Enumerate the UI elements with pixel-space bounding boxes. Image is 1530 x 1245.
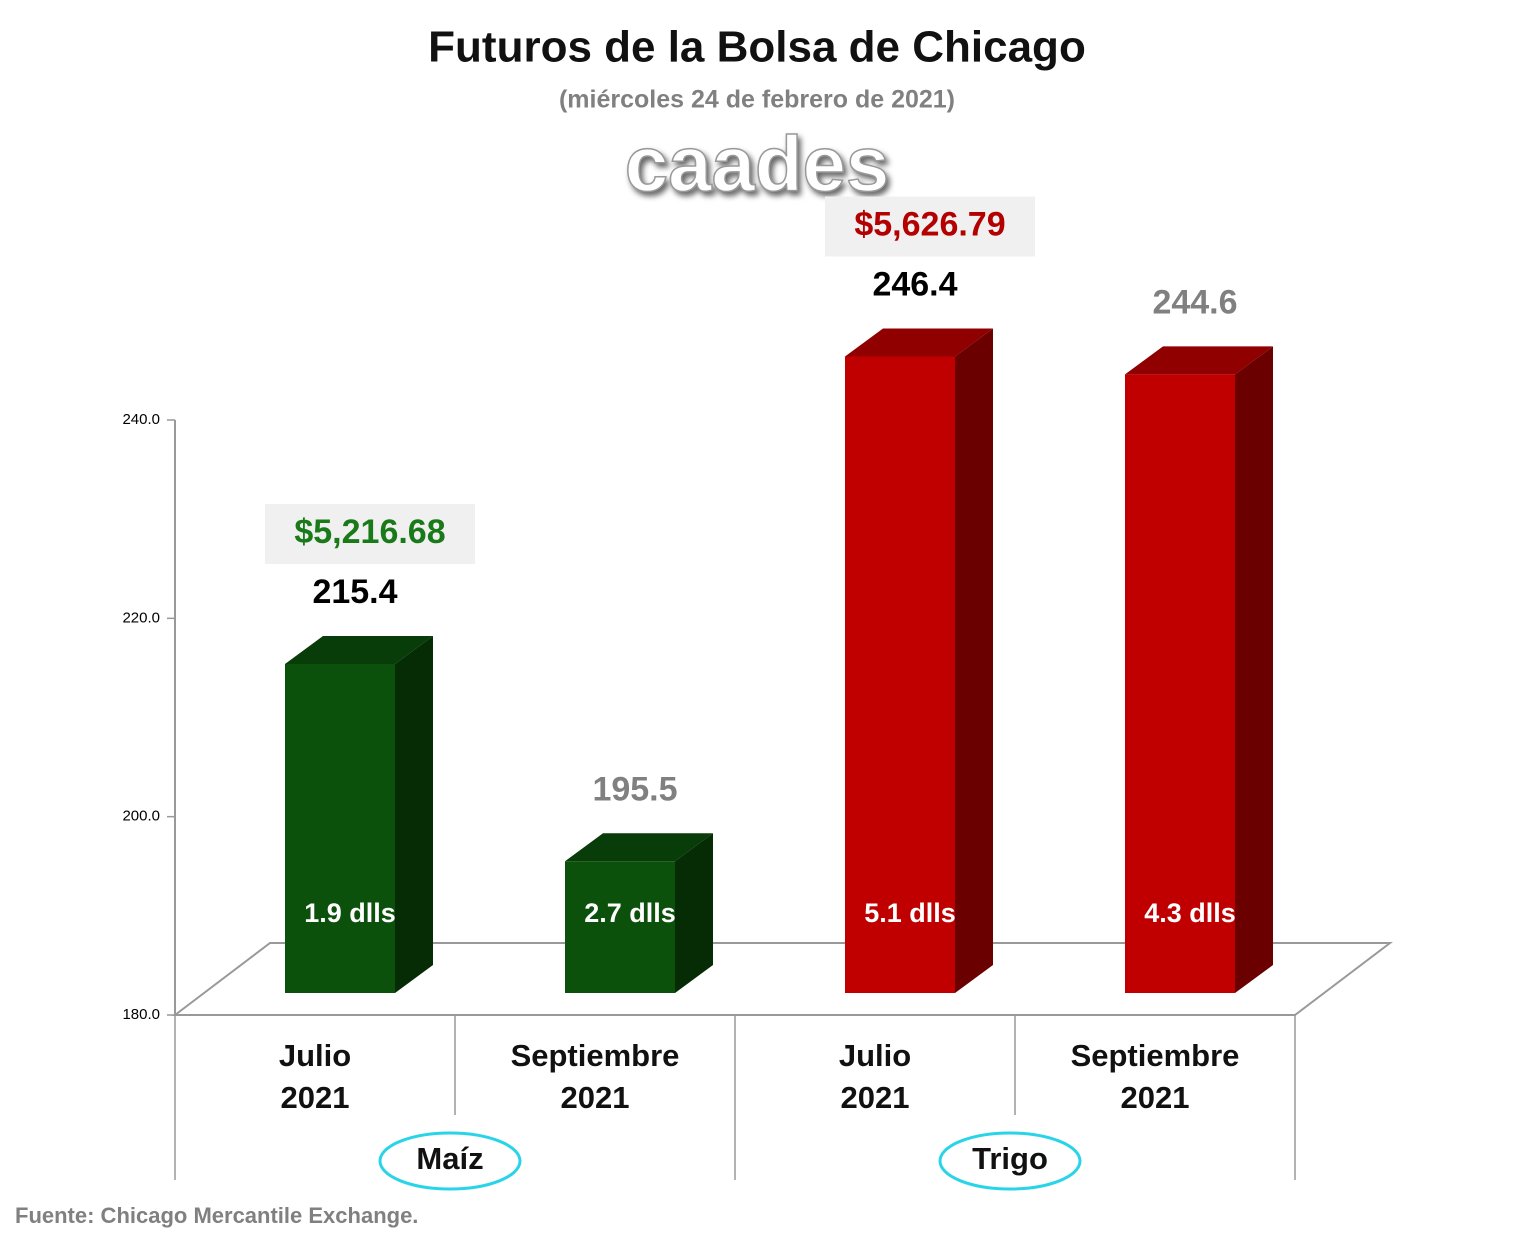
- bar-face: [955, 328, 993, 993]
- group-price: $5,626.79: [854, 206, 1005, 244]
- bar-face: [675, 833, 713, 993]
- bar-face: [565, 861, 675, 993]
- y-tick-label: 220.0: [122, 609, 160, 626]
- bar: [565, 833, 713, 993]
- bar-face: [845, 356, 955, 993]
- bar-face: [1235, 346, 1273, 994]
- watermark: caades: [625, 120, 890, 208]
- group-label: Trigo: [972, 1141, 1048, 1176]
- price-box: [825, 196, 1035, 257]
- value-label: 244.6: [1152, 283, 1237, 321]
- bar-face: [1125, 374, 1235, 994]
- x-tick-label: Julio 2021: [278, 1038, 352, 1115]
- value-label: 215.4: [312, 573, 397, 611]
- y-tick-label: 180.0: [122, 1006, 160, 1023]
- y-tick-label: 200.0: [122, 808, 160, 825]
- bar-face: [845, 328, 993, 357]
- bar: [845, 328, 993, 993]
- price-box: [265, 503, 475, 564]
- group-label: Maíz: [416, 1141, 483, 1176]
- bar-face: [395, 635, 433, 993]
- group-ellipse: [938, 1131, 1082, 1191]
- bar-face: [285, 663, 395, 993]
- bar-annotation: 4.3 dlls: [1144, 898, 1236, 928]
- x-tick-label: Septiembre 2021: [1070, 1038, 1240, 1115]
- bar: [285, 635, 433, 993]
- bar-annotation: 2.7 dlls: [584, 898, 676, 928]
- bar: [1125, 346, 1273, 994]
- bar-annotation: 5.1 dlls: [864, 898, 956, 928]
- bar-face: [285, 635, 433, 664]
- value-label: 246.4: [872, 266, 957, 304]
- x-tick-label: Julio 2021: [838, 1038, 912, 1115]
- bar-face: [1125, 346, 1273, 375]
- x-tick-label: Septiembre 2021: [510, 1038, 680, 1115]
- group-ellipse: [378, 1131, 522, 1191]
- chart-title: Futuros de la Bolsa de Chicago: [428, 23, 1086, 72]
- value-label: 195.5: [592, 770, 677, 808]
- bar-annotation: 1.9 dlls: [304, 898, 396, 928]
- bar-face: [565, 833, 713, 862]
- group-price: $5,216.68: [294, 513, 445, 551]
- chart-subtitle: (miércoles 24 de febrero de 2021): [559, 86, 955, 114]
- y-tick-label: 240.0: [122, 411, 160, 428]
- source: Fuente: Chicago Mercantile Exchange.: [15, 1203, 418, 1228]
